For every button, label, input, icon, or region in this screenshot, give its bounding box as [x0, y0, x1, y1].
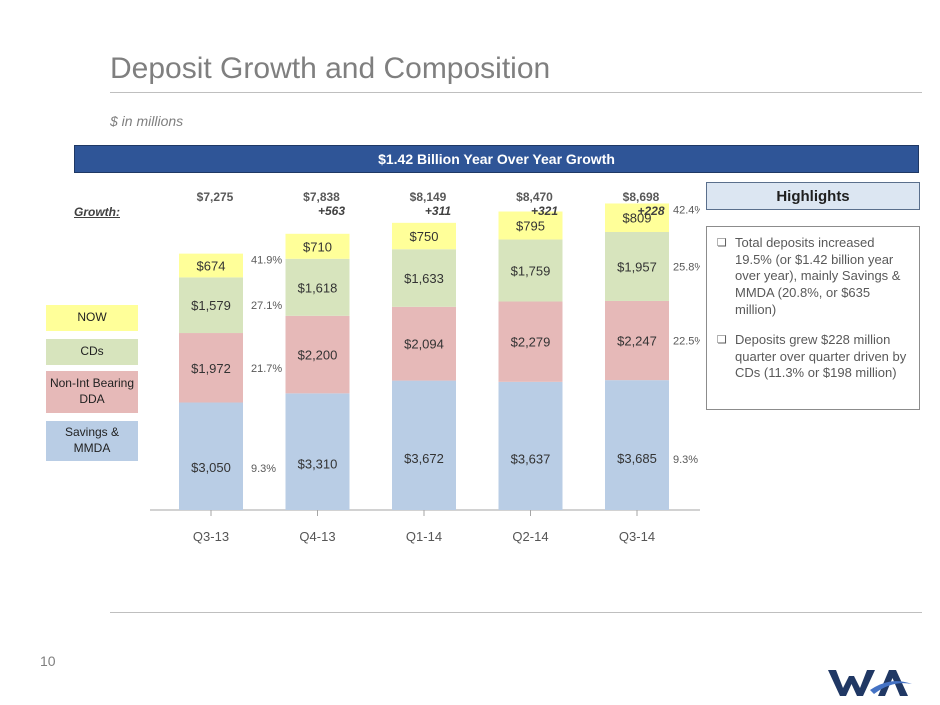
- x-tick-label: Q2-14: [512, 529, 548, 544]
- total-label: $7,838: [303, 190, 340, 204]
- growth-banner-text: $1.42 Billion Year Over Year Growth: [378, 151, 615, 167]
- growth-value: +563: [318, 204, 345, 218]
- bar-segment-now: [605, 203, 669, 232]
- legend-cds-label: CDs: [80, 344, 104, 359]
- bar-segment-cds: [605, 231, 669, 301]
- x-tick-label: Q1-14: [406, 529, 442, 544]
- share-percent-label: 27.1%: [251, 300, 282, 312]
- bar-segment-now: [498, 211, 563, 240]
- bar-segment-cds: [392, 249, 456, 307]
- data-label-now: $674: [197, 259, 226, 274]
- data-label-cds: $1,618: [298, 280, 338, 295]
- x-tick-label: Q4-13: [299, 529, 335, 544]
- data-label-nonint: $2,247: [617, 334, 657, 349]
- highlight-text: Deposits grew $228 million quarter over …: [735, 332, 907, 381]
- highlight-item: ❏ Deposits grew $228 million quarter ove…: [717, 332, 911, 382]
- highlights-title: Highlights: [776, 187, 850, 205]
- data-label-now: $750: [410, 229, 439, 244]
- data-label-now: $710: [303, 239, 332, 254]
- units-subtitle: $ in millions: [110, 113, 184, 129]
- footer-divider: [110, 612, 922, 613]
- bar-segment-nonint: [498, 301, 563, 382]
- data-label-cds: $1,759: [511, 264, 551, 279]
- highlights-panel: ❏ Total deposits increased 19.5% (or $1.…: [706, 226, 920, 410]
- growth-value: +311: [425, 204, 451, 218]
- legend-nonint-label: Non-Int Bearing DDA: [49, 376, 135, 406]
- share-percent-label: 42.4%: [673, 204, 700, 216]
- highlight-text: Total deposits increased 19.5% (or $1.42…: [735, 235, 901, 317]
- legend-savings: Savings & MMDA: [46, 421, 138, 461]
- bar-segment-savings: [392, 380, 456, 510]
- growth-value: +321: [531, 204, 558, 218]
- data-label-cds: $1,579: [191, 298, 231, 313]
- data-label-nonint: $1,972: [191, 361, 231, 376]
- data-label-nonint: $2,094: [404, 337, 444, 352]
- bar-segment-cds: [179, 277, 243, 334]
- bar-segment-savings: [498, 381, 563, 510]
- title-divider: [110, 92, 922, 93]
- page-number: 10: [40, 653, 56, 669]
- total-label: $8,698: [623, 190, 660, 204]
- bar-segment-cds: [498, 239, 563, 302]
- legend-savings-label: Savings & MMDA: [64, 425, 120, 455]
- data-label-nonint: $2,279: [511, 335, 551, 350]
- checkbox-bullet-icon: ❏: [717, 237, 727, 249]
- bar-segment-nonint: [285, 315, 350, 394]
- total-label: $8,470: [516, 190, 553, 204]
- data-label-cds: $1,633: [404, 271, 444, 286]
- bar-segment-savings: [179, 402, 243, 510]
- share-percent-label: 22.5%: [673, 336, 700, 348]
- legend-cds: CDs: [46, 339, 138, 365]
- bar-segment-cds: [285, 258, 350, 316]
- total-label: $8,149: [410, 190, 447, 204]
- data-label-savings: $3,050: [191, 460, 231, 475]
- data-label-now: $809: [623, 211, 652, 226]
- legend-now: NOW: [46, 305, 138, 331]
- growth-banner: $1.42 Billion Year Over Year Growth: [74, 145, 919, 173]
- bar-segment-nonint: [392, 306, 456, 381]
- bar-segment-nonint: [179, 333, 243, 403]
- share-percent-label: 25.8%: [673, 261, 700, 273]
- share-percent-label: 9.3%: [673, 454, 698, 466]
- x-tick-label: Q3-13: [193, 529, 229, 544]
- data-label-cds: $1,957: [617, 259, 657, 274]
- share-percent-label: 21.7%: [251, 363, 282, 375]
- bar-segment-nonint: [605, 300, 669, 381]
- share-percent-label: 9.3%: [251, 463, 276, 475]
- legend-now-label: NOW: [77, 310, 107, 325]
- share-percent-label: 41.9%: [251, 255, 282, 267]
- bar-segment-now: [179, 253, 243, 278]
- bar-segment-now: [285, 233, 350, 259]
- bar-segment-savings: [285, 393, 350, 510]
- data-label-savings: $3,637: [511, 452, 551, 467]
- checkbox-bullet-icon: ❏: [717, 334, 727, 347]
- data-label-savings: $3,685: [617, 451, 657, 466]
- highlight-item: ❏ Total deposits increased 19.5% (or $1.…: [717, 235, 911, 318]
- bar-segment-now: [392, 222, 456, 250]
- total-label: $7,275: [197, 190, 234, 204]
- legend-nonint: Non-Int Bearing DDA: [46, 371, 138, 413]
- growth-label: Growth:: [74, 205, 120, 219]
- data-label-now: $795: [516, 219, 545, 234]
- deposit-chart: $3,050 $1,972 $1,579 $674 Q3-13 $7,275 $3,310 $…: [150, 190, 700, 544]
- data-label-savings: $3,672: [404, 451, 444, 466]
- growth-value: +228: [637, 204, 664, 218]
- bar-segment-savings: [605, 380, 669, 510]
- data-label-savings: $3,310: [298, 456, 338, 471]
- data-label-nonint: $2,200: [298, 348, 338, 363]
- highlights-header: Highlights: [706, 182, 920, 210]
- page-title: Deposit Growth and Composition: [110, 52, 551, 85]
- x-tick-label: Q3-14: [619, 529, 655, 544]
- company-logo-icon: [828, 670, 912, 696]
